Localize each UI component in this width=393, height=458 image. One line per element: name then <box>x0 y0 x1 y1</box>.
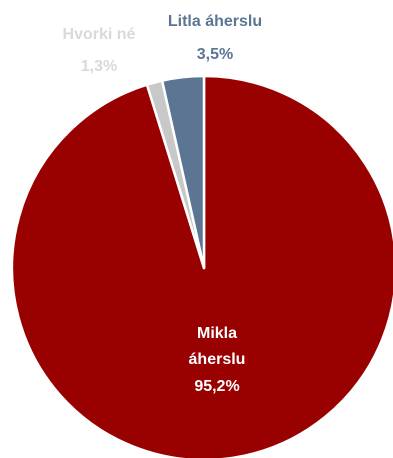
label-hvorki-name: Hvorki né <box>63 26 136 43</box>
pie-slices <box>12 76 393 458</box>
label-mikla-line1: Mikla <box>197 325 237 342</box>
label-hvorki: Hvorki né 1,3% <box>63 26 136 75</box>
label-mikla-value: 95,2% <box>194 378 239 395</box>
label-mikla-line2: áherslu <box>189 351 246 368</box>
label-hvorki-value: 1,3% <box>81 58 117 75</box>
label-litla-name: Litla áherslu <box>168 13 262 30</box>
label-mikla: Mikla áherslu 95,2% <box>189 325 246 395</box>
label-litla: Litla áherslu 3,5% <box>168 13 262 63</box>
label-litla-value: 3,5% <box>197 46 233 63</box>
